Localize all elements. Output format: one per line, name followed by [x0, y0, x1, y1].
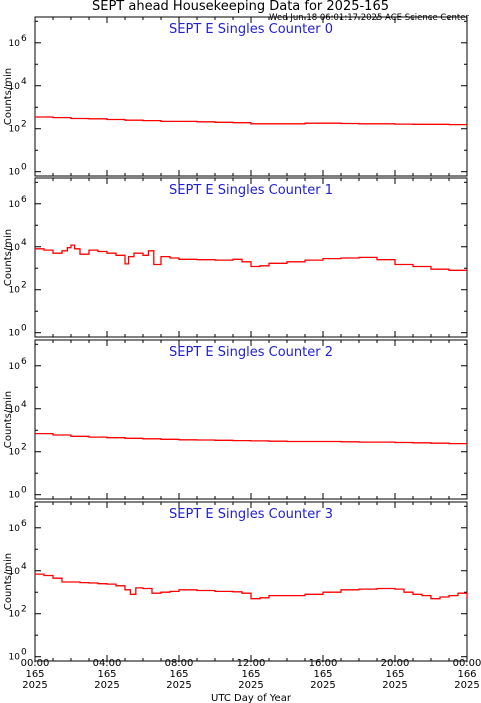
y-tick-label: 10	[9, 524, 21, 534]
x-tick-year: 2025	[94, 680, 119, 691]
series-line	[35, 432, 468, 445]
y-axis-label: Counts/min	[3, 553, 14, 610]
plot-frame	[34, 177, 468, 338]
y-tick-label: 10	[9, 362, 21, 372]
y-tick-exponent: 2	[21, 605, 27, 615]
panel-title: SEPT E Singles Counter 2	[169, 345, 333, 360]
y-tick-label: 10	[9, 448, 21, 458]
y-tick-exponent: 0	[21, 163, 27, 173]
y-tick-label: 10	[9, 329, 21, 339]
y-tick-exponent: 2	[21, 120, 27, 130]
x-tick-time: 04:00	[93, 658, 122, 669]
plot-frame	[34, 339, 468, 500]
x-tick-year: 2025	[382, 680, 407, 691]
y-tick-exponent: 6	[21, 195, 27, 205]
series-line	[35, 244, 468, 271]
y-tick-exponent: 4	[21, 238, 27, 248]
y-tick-label: 10	[9, 567, 21, 577]
x-tick-day: 165	[169, 669, 188, 680]
y-tick-label: 10	[9, 286, 21, 296]
x-tick-day: 165	[241, 669, 260, 680]
x-tick-time: 00:00	[21, 658, 50, 669]
x-tick-year: 2025	[310, 680, 335, 691]
page-title: SEPT ahead Housekeeping Data for 2025-16…	[92, 0, 389, 14]
y-tick-exponent: 6	[21, 357, 27, 367]
y-axis-label: Counts/min	[3, 391, 14, 448]
y-tick-exponent: 4	[21, 400, 27, 410]
plot-frame	[34, 16, 468, 177]
plot-frame	[34, 501, 468, 662]
y-tick-exponent: 0	[21, 324, 27, 334]
y-tick-label: 10	[9, 168, 21, 178]
y-tick-label: 10	[9, 243, 21, 253]
y-tick-exponent: 2	[21, 281, 27, 291]
y-axis-label: Counts/min	[3, 68, 14, 125]
y-tick-label: 10	[9, 39, 21, 49]
x-tick-day: 165	[25, 669, 44, 680]
x-tick-time: 12:00	[237, 658, 266, 669]
x-tick-day: 165	[313, 669, 332, 680]
panel-title: SEPT E Singles Counter 3	[169, 507, 333, 522]
x-tick-day: 165	[97, 669, 116, 680]
x-tick-time: 08:00	[165, 658, 194, 669]
y-tick-label: 10	[9, 125, 21, 135]
y-tick-label: 10	[9, 491, 21, 501]
y-tick-label: 10	[9, 82, 21, 92]
y-tick-label: 10	[9, 405, 21, 415]
y-tick-exponent: 0	[21, 486, 27, 496]
y-tick-label: 10	[9, 200, 21, 210]
x-tick-year: 2025	[238, 680, 263, 691]
y-axis-label: Counts/min	[3, 229, 14, 286]
y-tick-exponent: 4	[21, 77, 27, 87]
y-tick-label: 10	[9, 653, 21, 663]
x-tick-time: 00:00	[453, 658, 481, 669]
x-tick-year: 2025	[454, 680, 479, 691]
y-tick-exponent: 0	[21, 648, 27, 658]
x-axis-label: UTC Day of Year	[211, 693, 292, 703]
y-tick-exponent: 6	[21, 519, 27, 529]
x-tick-time: 20:00	[381, 658, 410, 669]
x-tick-day: 165	[385, 669, 404, 680]
panel-title: SEPT E Singles Counter 0	[169, 22, 333, 37]
series-line	[35, 116, 468, 126]
x-tick-day: 166	[457, 669, 476, 680]
y-tick-exponent: 4	[21, 562, 27, 572]
panel-title: SEPT E Singles Counter 1	[169, 183, 333, 198]
x-tick-time: 16:00	[309, 658, 338, 669]
y-tick-label: 10	[9, 610, 21, 620]
series-line	[35, 573, 468, 600]
x-tick-year: 2025	[166, 680, 191, 691]
y-tick-exponent: 2	[21, 443, 27, 453]
y-tick-exponent: 6	[21, 34, 27, 44]
x-tick-year: 2025	[22, 680, 47, 691]
timestamp: Wed Jun 18 06:01:17 2025 ACE Science Cen…	[269, 13, 469, 23]
